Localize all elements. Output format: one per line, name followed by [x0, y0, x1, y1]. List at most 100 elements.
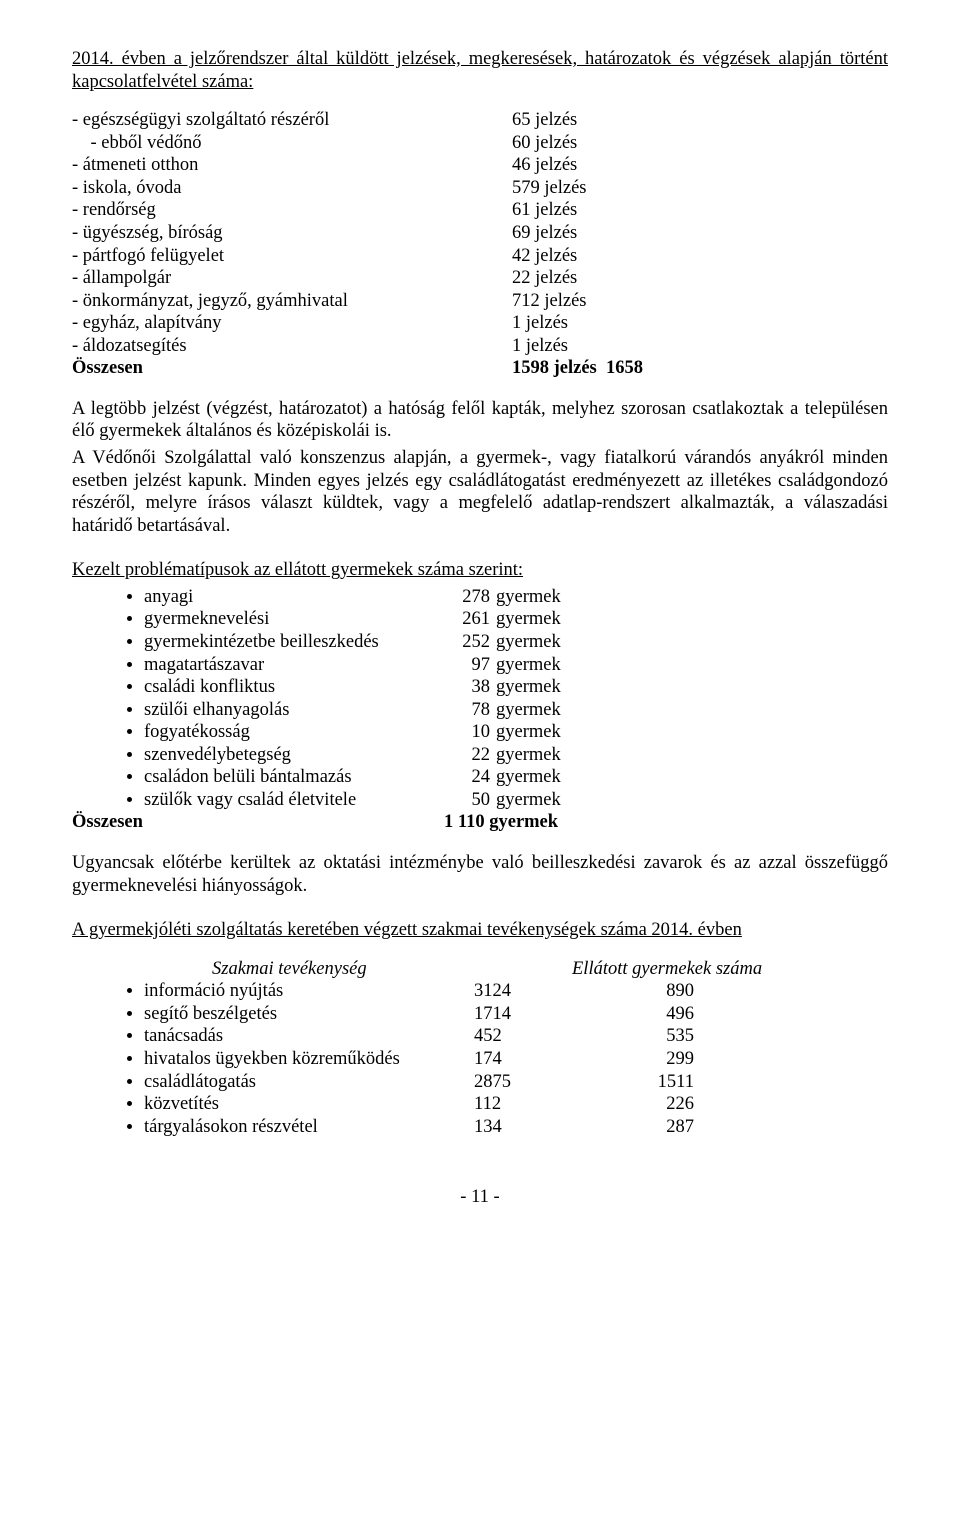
szakmai-col2: Ellátott gyermekek száma [572, 958, 762, 981]
list-item: közvetítés 112226 [144, 1093, 888, 1116]
szakmai-col1: Szakmai tevékenység [72, 958, 572, 981]
signals-label: - egyház, alapítvány [72, 312, 512, 335]
paragraph-3: Ugyancsak előtérbe kerültek az oktatási … [72, 852, 888, 897]
szakmai-label: segítő beszélgetés [144, 1003, 474, 1026]
problem-label: gyermekintézetbe beilleszkedés [144, 631, 444, 654]
list-item: családi konfliktus38gyermek [144, 676, 888, 699]
szakmai-value-2: 535 [630, 1025, 694, 1048]
page-number: - 11 - [72, 1186, 888, 1209]
intro-text: 2014. évben a jelzőrendszer által küldöt… [72, 49, 888, 92]
list-item: gyermekintézetbe beilleszkedés252gyermek [144, 631, 888, 654]
list-item: tárgyalásokon részvétel 134287 [144, 1116, 888, 1139]
signals-row: - egyház, alapítvány1 jelzés [72, 312, 888, 335]
signals-label: - rendőrség [72, 199, 512, 222]
list-item: tanácsadás 452535 [144, 1025, 888, 1048]
signals-row: - pártfogó felügyelet42 jelzés [72, 245, 888, 268]
signals-row: - ügyészség, bíróság69 jelzés [72, 222, 888, 245]
szakmai-value-2: 496 [630, 1003, 694, 1026]
szakmai-value-2: 226 [630, 1093, 694, 1116]
signals-label: - önkormányzat, jegyző, gyámhivatal [72, 290, 512, 313]
signals-value: 42 jelzés [512, 245, 577, 268]
signals-row: - iskola, óvoda579 jelzés [72, 177, 888, 200]
list-item: anyagi278gyermek [144, 586, 888, 609]
problem-unit: gyermek [490, 631, 561, 654]
problems-total-label: Összesen [72, 811, 444, 834]
signals-row: - áldozatsegítés1 jelzés [72, 335, 888, 358]
signals-total-row: Összesen1598 jelzés 1658 [72, 357, 888, 380]
problem-count: 22 [444, 744, 490, 767]
signals-label: - ebből védőnő [72, 132, 512, 155]
problem-unit: gyermek [490, 789, 561, 812]
problem-unit: gyermek [490, 586, 561, 609]
szakmai-value-2: 287 [630, 1116, 694, 1139]
signals-row: - állampolgár22 jelzés [72, 267, 888, 290]
szakmai-value-1: 174 [474, 1048, 630, 1071]
szakmai-value-1: 1714 [474, 1003, 630, 1026]
problem-count: 50 [444, 789, 490, 812]
problem-unit: gyermek [490, 766, 561, 789]
problem-count: 252 [444, 631, 490, 654]
problem-label: fogyatékosság [144, 721, 444, 744]
problem-label: szenvedélybetegség [144, 744, 444, 767]
signals-label: - állampolgár [72, 267, 512, 290]
problem-count: 78 [444, 699, 490, 722]
problems-list: anyagi278gyermekgyermeknevelési261gyerme… [72, 586, 888, 812]
intro-paragraph: 2014. évben a jelzőrendszer által küldöt… [72, 48, 888, 93]
signals-list: - egészségügyi szolgáltató részéről65 je… [72, 109, 888, 380]
list-item: családlátogatás28751511 [144, 1071, 888, 1094]
problem-unit: gyermek [490, 721, 561, 744]
problem-count: 278 [444, 586, 490, 609]
szakmai-value-1: 3124 [474, 980, 630, 1003]
problem-unit: gyermek [490, 608, 561, 631]
szakmai-label: családlátogatás [144, 1071, 474, 1094]
szakmai-value-2: 299 [630, 1048, 694, 1071]
list-item: szülők vagy család életvitele50gyermek [144, 789, 888, 812]
szakmai-heading-text: A gyermekjóléti szolgáltatás keretében v… [72, 920, 742, 940]
problem-unit: gyermek [490, 676, 561, 699]
problem-label: szülői elhanyagolás [144, 699, 444, 722]
szakmai-value-1: 134 [474, 1116, 630, 1139]
szakmai-label: hivatalos ügyekben közreműködés [144, 1048, 474, 1071]
signals-row: - átmeneti otthon46 jelzés [72, 154, 888, 177]
list-item: gyermeknevelési261gyermek [144, 608, 888, 631]
problems-total-value: 1 110 gyermek [444, 811, 558, 834]
szakmai-list: információ nyújtás3124890 segítő beszélge… [72, 980, 888, 1138]
szakmai-heading: A gyermekjóléti szolgáltatás keretében v… [72, 919, 888, 942]
problems-total-row: Összesen 1 110 gyermek [72, 811, 888, 834]
problems-heading: Kezelt problématípusok az ellátott gyerm… [72, 559, 888, 582]
signals-value: 712 jelzés [512, 290, 587, 313]
list-item: fogyatékosság10gyermek [144, 721, 888, 744]
signals-label: - pártfogó felügyelet [72, 245, 512, 268]
problem-count: 261 [444, 608, 490, 631]
signals-row: - egészségügyi szolgáltató részéről65 je… [72, 109, 888, 132]
signals-total-value: 1598 jelzés 1658 [512, 357, 643, 380]
problem-unit: gyermek [490, 699, 561, 722]
signals-value: 579 jelzés [512, 177, 587, 200]
signals-value: 1 jelzés [512, 312, 568, 335]
szakmai-value-2: 1511 [630, 1071, 694, 1094]
szakmai-label: közvetítés [144, 1093, 474, 1116]
signals-total-label: Összesen [72, 357, 512, 380]
szakmai-label: információ nyújtás [144, 980, 474, 1003]
szakmai-label: tanácsadás [144, 1025, 474, 1048]
problem-count: 97 [444, 654, 490, 677]
signals-value: 46 jelzés [512, 154, 577, 177]
signals-row: - rendőrség61 jelzés [72, 199, 888, 222]
problem-count: 24 [444, 766, 490, 789]
problem-label: szülők vagy család életvitele [144, 789, 444, 812]
signals-label: - iskola, óvoda [72, 177, 512, 200]
list-item: szülői elhanyagolás78gyermek [144, 699, 888, 722]
signals-label: - ügyészség, bíróság [72, 222, 512, 245]
szakmai-value-1: 452 [474, 1025, 630, 1048]
problem-label: családon belüli bántalmazás [144, 766, 444, 789]
problem-label: családi konfliktus [144, 676, 444, 699]
problem-label: magatartászavar [144, 654, 444, 677]
list-item: magatartászavar97gyermek [144, 654, 888, 677]
problem-unit: gyermek [490, 744, 561, 767]
szakmai-value-2: 890 [630, 980, 694, 1003]
list-item: családon belüli bántalmazás24gyermek [144, 766, 888, 789]
szakmai-columns-header: Szakmai tevékenység Ellátott gyermekek s… [72, 958, 888, 981]
signals-label: - áldozatsegítés [72, 335, 512, 358]
list-item: szenvedélybetegség22gyermek [144, 744, 888, 767]
szakmai-label: tárgyalásokon részvétel [144, 1116, 474, 1139]
